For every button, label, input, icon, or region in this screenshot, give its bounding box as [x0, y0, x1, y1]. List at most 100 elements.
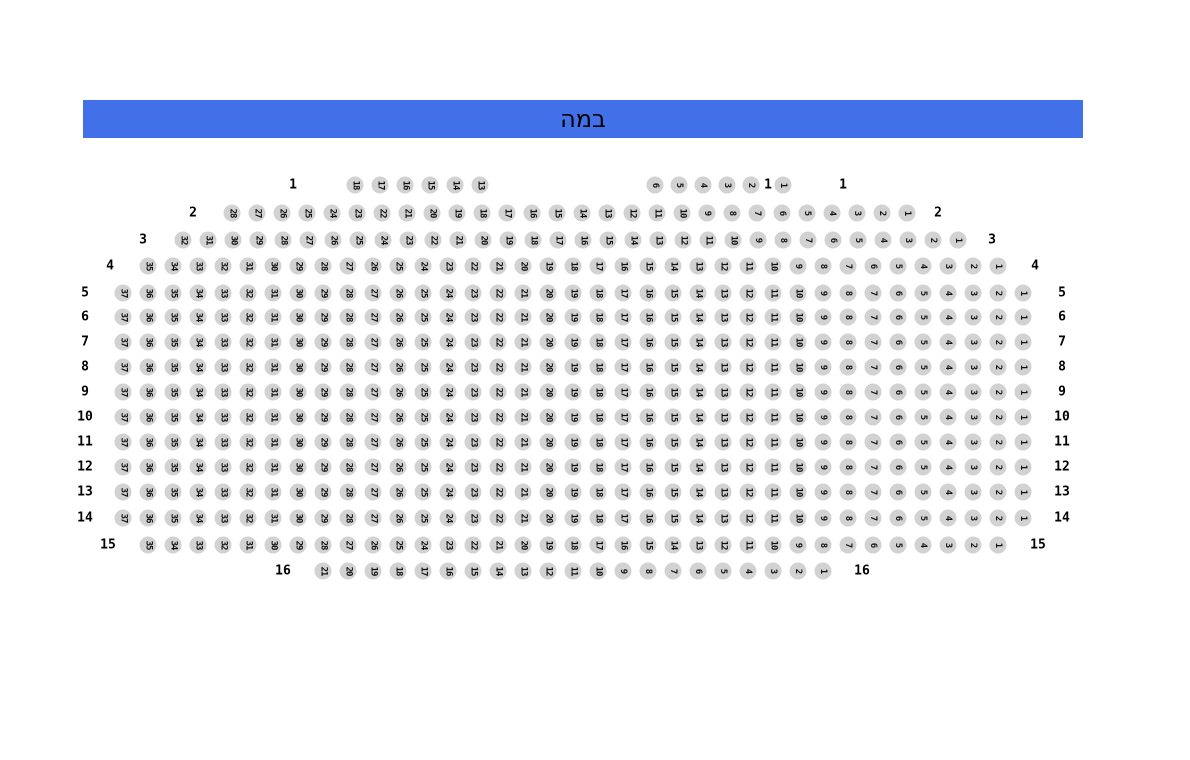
- seat-row14-19[interactable]: 19: [564, 509, 582, 527]
- seat-row6-34[interactable]: 34: [189, 308, 207, 326]
- seat-row10-18[interactable]: 18: [589, 408, 607, 426]
- seat-row4-1[interactable]: 1: [989, 257, 1007, 275]
- seat-row11-18[interactable]: 18: [589, 433, 607, 451]
- seat-row3-27[interactable]: 27: [299, 231, 317, 249]
- seat-row14-37[interactable]: 37: [114, 509, 132, 527]
- seat-row8-28[interactable]: 28: [339, 358, 357, 376]
- seat-row16-2[interactable]: 2: [789, 562, 807, 580]
- seat-row5-23[interactable]: 23: [464, 284, 482, 302]
- seat-row11-25[interactable]: 25: [414, 433, 432, 451]
- seat-row11-34[interactable]: 34: [189, 433, 207, 451]
- seat-row10-21[interactable]: 21: [514, 408, 532, 426]
- seat-row12-30[interactable]: 30: [289, 458, 307, 476]
- seat-row7-19[interactable]: 19: [564, 333, 582, 351]
- seat-row7-33[interactable]: 33: [214, 333, 232, 351]
- seat-row2-6[interactable]: 6: [773, 204, 791, 222]
- seat-row9-14[interactable]: 14: [689, 383, 707, 401]
- seat-row7-8[interactable]: 8: [839, 333, 857, 351]
- seat-row16-8[interactable]: 8: [639, 562, 657, 580]
- seat-row9-27[interactable]: 27: [364, 383, 382, 401]
- seat-row2-19[interactable]: 19: [448, 204, 466, 222]
- seat-row6-9[interactable]: 9: [814, 308, 832, 326]
- seat-row11-35[interactable]: 35: [164, 433, 182, 451]
- seat-row7-3[interactable]: 3: [964, 333, 982, 351]
- seat-row11-8[interactable]: 8: [839, 433, 857, 451]
- seat-row4-25[interactable]: 25: [389, 257, 407, 275]
- seat-row8-24[interactable]: 24: [439, 358, 457, 376]
- seat-row9-7[interactable]: 7: [864, 383, 882, 401]
- seat-row10-10[interactable]: 10: [789, 408, 807, 426]
- seat-row5-9[interactable]: 9: [814, 284, 832, 302]
- seat-row11-37[interactable]: 37: [114, 433, 132, 451]
- seat-row14-28[interactable]: 28: [339, 509, 357, 527]
- seat-row5-10[interactable]: 10: [789, 284, 807, 302]
- seat-row6-20[interactable]: 20: [539, 308, 557, 326]
- seat-row12-5[interactable]: 5: [914, 458, 932, 476]
- seat-row9-28[interactable]: 28: [339, 383, 357, 401]
- seat-row6-31[interactable]: 31: [264, 308, 282, 326]
- seat-row15-16[interactable]: 16: [614, 536, 632, 554]
- seat-row6-37[interactable]: 37: [114, 308, 132, 326]
- seat-row15-31[interactable]: 31: [239, 536, 257, 554]
- seat-row2-13[interactable]: 13: [598, 204, 616, 222]
- seat-row8-6[interactable]: 6: [889, 358, 907, 376]
- seat-row6-25[interactable]: 25: [414, 308, 432, 326]
- seat-row3-17[interactable]: 17: [549, 231, 567, 249]
- seat-row7-18[interactable]: 18: [589, 333, 607, 351]
- seat-row13-24[interactable]: 24: [439, 483, 457, 501]
- seat-row11-30[interactable]: 30: [289, 433, 307, 451]
- seat-row8-2[interactable]: 2: [989, 358, 1007, 376]
- seat-row4-14[interactable]: 14: [664, 257, 682, 275]
- seat-row3-23[interactable]: 23: [399, 231, 417, 249]
- seat-row9-17[interactable]: 17: [614, 383, 632, 401]
- seat-row10-15[interactable]: 15: [664, 408, 682, 426]
- seat-row1-1[interactable]: 1: [774, 176, 792, 194]
- seat-row1-3[interactable]: 3: [718, 176, 736, 194]
- seat-row5-27[interactable]: 27: [364, 284, 382, 302]
- seat-row8-31[interactable]: 31: [264, 358, 282, 376]
- seat-row3-18[interactable]: 18: [524, 231, 542, 249]
- seat-row4-12[interactable]: 12: [714, 257, 732, 275]
- seat-row9-2[interactable]: 2: [989, 383, 1007, 401]
- seat-row9-26[interactable]: 26: [389, 383, 407, 401]
- seat-row6-16[interactable]: 16: [639, 308, 657, 326]
- seat-row12-33[interactable]: 33: [214, 458, 232, 476]
- seat-row9-21[interactable]: 21: [514, 383, 532, 401]
- seat-row11-5[interactable]: 5: [914, 433, 932, 451]
- seat-row14-36[interactable]: 36: [139, 509, 157, 527]
- seat-row16-1[interactable]: 1: [814, 562, 832, 580]
- seat-row6-35[interactable]: 35: [164, 308, 182, 326]
- seat-row14-24[interactable]: 24: [439, 509, 457, 527]
- seat-row10-13[interactable]: 13: [714, 408, 732, 426]
- seat-row10-26[interactable]: 26: [389, 408, 407, 426]
- seat-row3-4[interactable]: 4: [874, 231, 892, 249]
- seat-row7-9[interactable]: 9: [814, 333, 832, 351]
- seat-row11-15[interactable]: 15: [664, 433, 682, 451]
- seat-row10-34[interactable]: 34: [189, 408, 207, 426]
- seat-row5-2[interactable]: 2: [989, 284, 1007, 302]
- seat-row6-7[interactable]: 7: [864, 308, 882, 326]
- seat-row10-17[interactable]: 17: [614, 408, 632, 426]
- seat-row11-21[interactable]: 21: [514, 433, 532, 451]
- seat-row8-22[interactable]: 22: [489, 358, 507, 376]
- seat-row8-16[interactable]: 16: [639, 358, 657, 376]
- seat-row5-37[interactable]: 37: [114, 284, 132, 302]
- seat-row6-23[interactable]: 23: [464, 308, 482, 326]
- seat-row12-4[interactable]: 4: [939, 458, 957, 476]
- seat-row6-26[interactable]: 26: [389, 308, 407, 326]
- seat-row11-1[interactable]: 1: [1014, 433, 1032, 451]
- seat-row10-3[interactable]: 3: [964, 408, 982, 426]
- seat-row4-8[interactable]: 8: [814, 257, 832, 275]
- seat-row3-24[interactable]: 24: [374, 231, 392, 249]
- seat-row13-14[interactable]: 14: [689, 483, 707, 501]
- seat-row15-35[interactable]: 35: [139, 536, 157, 554]
- seat-row11-6[interactable]: 6: [889, 433, 907, 451]
- seat-row2-23[interactable]: 23: [348, 204, 366, 222]
- seat-row6-17[interactable]: 17: [614, 308, 632, 326]
- seat-row13-15[interactable]: 15: [664, 483, 682, 501]
- seat-row4-15[interactable]: 15: [639, 257, 657, 275]
- seat-row10-4[interactable]: 4: [939, 408, 957, 426]
- seat-row13-31[interactable]: 31: [264, 483, 282, 501]
- seat-row2-7[interactable]: 7: [748, 204, 766, 222]
- seat-row2-21[interactable]: 21: [398, 204, 416, 222]
